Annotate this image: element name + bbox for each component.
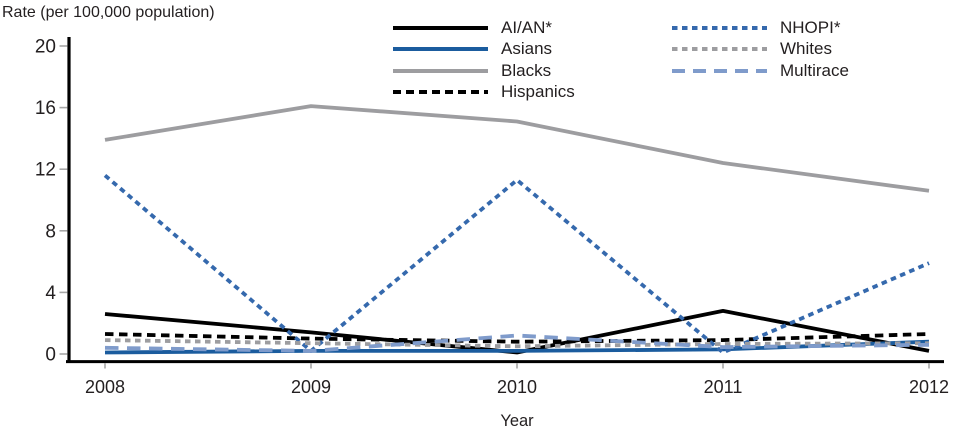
series-line-blacks: [104, 104, 930, 193]
legend-label-whites: Whites: [780, 39, 832, 59]
y-tick-label: 16: [35, 98, 56, 119]
series-line-nhopi: [103, 173, 930, 355]
x-axis-label: Year: [500, 412, 534, 430]
legend-label-blacks: Blacks: [501, 60, 552, 80]
legend-item-asians: Asians: [393, 39, 672, 61]
legend-item-hispanics: Hispanics: [393, 82, 672, 104]
series-line-hispanics: [104, 332, 930, 344]
legend-column-1: AI/AN* Asians Blacks Hispanics: [393, 17, 672, 103]
legend-swatch-multirace-line-icon: [672, 68, 767, 73]
legend-label-nhopi: NHOPI*: [780, 17, 841, 37]
legend: AI/AN* Asians Blacks Hispanics NHOPI* Whites…: [393, 17, 849, 103]
x-tick-label: 2009: [291, 377, 331, 397]
y-tick-label: 20: [35, 37, 56, 58]
legend-swatch-asians-line-icon: [393, 47, 488, 52]
legend-item-multirace: Multirace: [672, 60, 849, 82]
legend-item-whites: Whites: [672, 39, 849, 61]
legend-swatch-ai-an-line-icon: [393, 25, 488, 30]
legend-label-ai-an: AI/AN*: [501, 17, 553, 37]
y-tick-label: 4: [45, 283, 56, 304]
legend-column-2: NHOPI* Whites Multirace: [672, 17, 849, 103]
legend-item-nhopi: NHOPI*: [672, 17, 849, 39]
y-tick-label: 8: [45, 221, 56, 242]
legend-label-asians: Asians: [501, 39, 553, 59]
legend-swatch-blacks-line-icon: [393, 68, 488, 73]
legend-item-ai-an: AI/AN*: [393, 17, 672, 39]
x-tick-label: 2010: [497, 377, 537, 397]
x-tick-label: 2011: [704, 377, 743, 397]
legend-item-blacks: Blacks: [393, 60, 672, 82]
legend-swatch-hispanics-line-icon: [393, 90, 488, 95]
legend-label-multirace: Multirace: [780, 60, 849, 80]
x-tick-label: 2008: [85, 377, 125, 397]
y-tick-label: 0: [45, 345, 56, 366]
series-line-whites: [104, 338, 930, 349]
series-line-multirace: [104, 333, 930, 353]
legend-label-hispanics: Hispanics: [501, 82, 575, 102]
y-tick-label: 12: [35, 160, 56, 181]
x-tick-label: 2012: [909, 377, 949, 397]
chart-title: Rate (per 100,000 population): [2, 4, 215, 21]
